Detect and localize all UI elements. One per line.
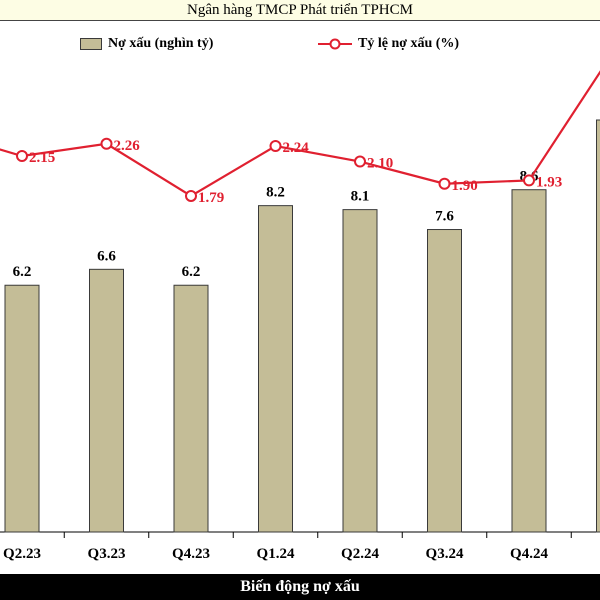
rate-value-label: 1.93 [536, 174, 562, 190]
chart-title-banner: Ngân hàng TMCP Phát triển TPHCM [0, 0, 600, 21]
bar [511, 189, 547, 533]
rate-point [100, 137, 113, 150]
bar [258, 205, 293, 533]
chart-footer: Biến động nợ xấu [240, 578, 360, 595]
x-tick-label: Q3.23 [88, 546, 126, 562]
rate-value-label: 1.90 [452, 178, 478, 194]
rate-point [269, 140, 282, 153]
x-tick-label: Q4.24 [510, 546, 548, 562]
rate-line [0, 70, 600, 198]
bar [173, 284, 209, 533]
bar-value-label: 6.2 [13, 264, 32, 280]
bar-value-label: 8.2 [266, 185, 285, 201]
bar [596, 119, 600, 533]
chart-title: Ngân hàng TMCP Phát triển TPHCM [187, 2, 413, 18]
rate-point [438, 177, 451, 190]
bar [89, 268, 124, 533]
bar [4, 284, 40, 533]
legend-item-line: Tỷ lệ nợ xấu (%) [318, 36, 459, 52]
x-tick-label: Q2.23 [3, 546, 41, 562]
bar-value-label: 7.6 [435, 209, 454, 225]
x-tick-label: Q3.24 [426, 546, 464, 562]
rate-value-label: 1.79 [198, 190, 224, 206]
bar [342, 209, 378, 533]
rate-value-label: 2.26 [114, 138, 141, 154]
bar-value-label: 6.6 [97, 248, 116, 264]
bar-value-label: 6.2 [182, 264, 201, 280]
x-tick-label: Q2.24 [341, 546, 379, 562]
x-tick-label: Q4.23 [172, 546, 210, 562]
rate-value-label: 2.15 [29, 150, 55, 166]
legend-line-swatch [318, 38, 352, 50]
legend-label-bar: Nợ xấu (nghìn tỷ) [108, 36, 214, 51]
rate-value-label: 2.24 [283, 140, 310, 156]
legend-label-line: Tỷ lệ nợ xấu (%) [358, 36, 460, 51]
legend: Nợ xấu (nghìn tỷ) Tỷ lệ nợ xấu (%) [0, 36, 600, 56]
legend-bar-swatch [80, 38, 102, 50]
x-tick-label: Q1.24 [257, 546, 295, 562]
rate-point [16, 150, 28, 162]
bar-value-label: 8.1 [351, 189, 370, 205]
bar [427, 229, 462, 533]
rate-value-label: 2.10 [367, 156, 393, 172]
rate-point [523, 174, 535, 187]
rate-point [354, 155, 366, 168]
chart-footer-banner: Biến động nợ xấu [0, 574, 600, 600]
legend-item-bar: Nợ xấu (nghìn tỷ) [80, 36, 213, 52]
rate-point [185, 189, 197, 202]
